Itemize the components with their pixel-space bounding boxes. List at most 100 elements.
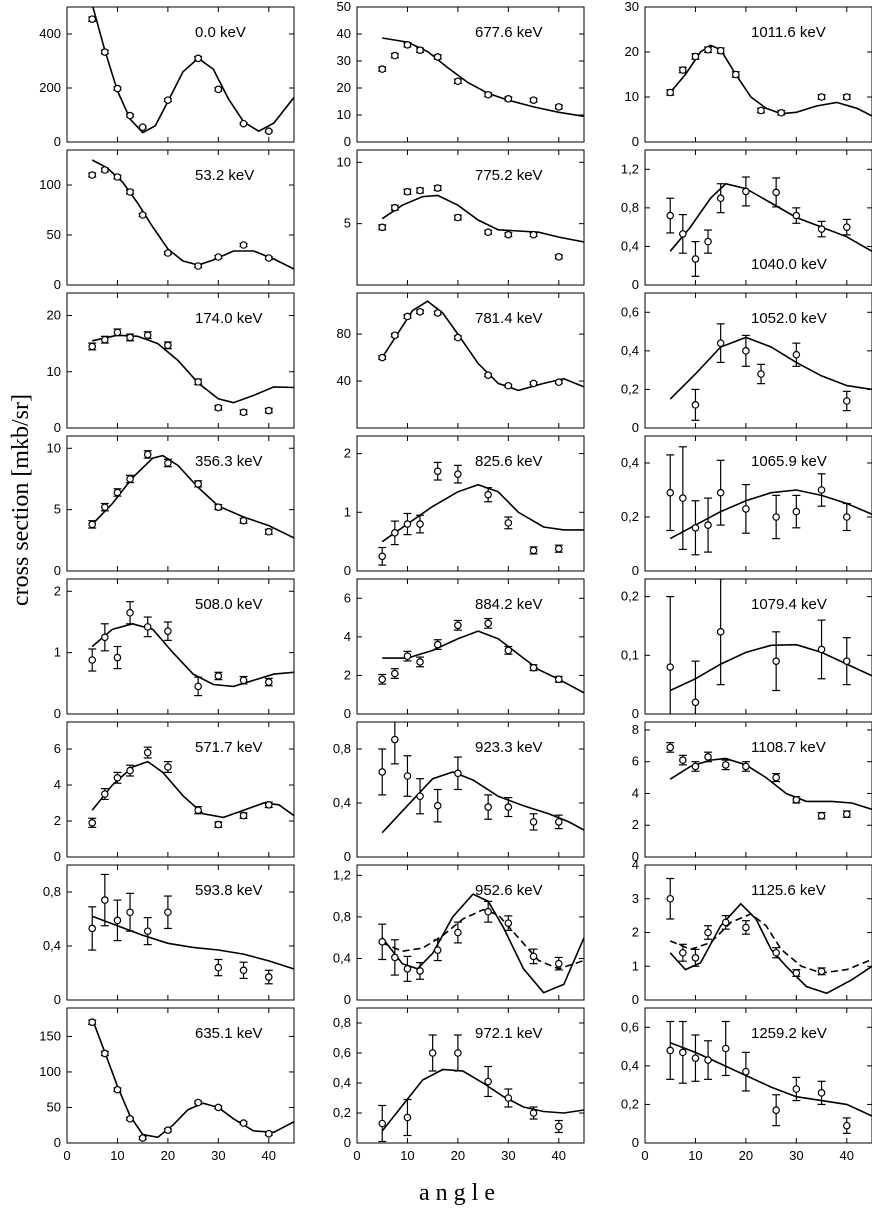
y-tick-label: 0,2 (621, 589, 639, 604)
fit-curve (669, 182, 872, 252)
data-point (554, 1119, 563, 1134)
data-marker (378, 938, 387, 946)
data-point (239, 1119, 248, 1127)
data-point (264, 527, 273, 536)
data-marker (742, 505, 750, 513)
data-marker (772, 657, 780, 665)
fit-curve (669, 336, 872, 400)
data-point (842, 1117, 851, 1134)
data-marker (454, 1049, 462, 1057)
data-point (484, 228, 493, 237)
data-point (214, 85, 223, 94)
data-point (143, 616, 152, 638)
data-marker (138, 1134, 147, 1142)
panel-13: 0 1 2 508.0 keV (54, 578, 295, 721)
data-point (264, 969, 273, 985)
data-point (484, 617, 493, 629)
data-point (678, 943, 687, 962)
panel-10: 0 5 10 356.3 keV (47, 435, 295, 578)
data-point (214, 820, 223, 829)
data-marker (792, 969, 801, 977)
data-marker (716, 628, 725, 636)
data-marker (554, 544, 563, 553)
y-tick-label: 20 (337, 80, 351, 95)
panel-frame (66, 292, 295, 429)
fit-curve (382, 630, 584, 694)
data-marker (772, 948, 780, 957)
data-point (484, 1065, 493, 1098)
data-marker (666, 663, 675, 671)
data-point (792, 342, 801, 367)
data-marker (529, 379, 538, 388)
fit-curve-dashed (669, 912, 872, 974)
fit-curve (669, 44, 872, 117)
data-point (678, 66, 687, 74)
data-marker (817, 811, 826, 820)
data-marker (772, 188, 780, 197)
y-tick-label: 4 (632, 785, 639, 800)
data-point (504, 516, 513, 530)
data-marker (239, 241, 248, 249)
data-point (378, 923, 387, 961)
data-point (721, 1020, 730, 1077)
data-point (403, 512, 412, 536)
y-axis-label: cross section [mkb/sr] (8, 394, 34, 606)
panel-7: 0 10 20 174.0 keV (47, 292, 295, 435)
data-point (126, 188, 135, 196)
data-marker (454, 213, 462, 222)
data-point (704, 925, 713, 940)
data-marker (777, 108, 786, 117)
data-point (433, 939, 442, 962)
data-point (772, 947, 781, 959)
data-point (453, 921, 462, 944)
data-point (842, 637, 851, 686)
y-tick-label: 150 (39, 1028, 61, 1043)
data-marker (691, 523, 700, 532)
data-point (691, 52, 700, 61)
data-marker (666, 894, 675, 903)
data-point (842, 93, 851, 101)
data-point (239, 408, 248, 417)
data-point (817, 1080, 826, 1106)
y-tick-label: 20 (47, 308, 61, 323)
data-marker (113, 916, 122, 925)
data-marker (391, 953, 399, 962)
data-marker (416, 792, 424, 801)
data-point (138, 123, 147, 131)
data-marker (264, 254, 273, 262)
data-point (214, 1103, 223, 1112)
fit-curve (381, 194, 584, 243)
data-point (792, 796, 801, 804)
data-point (390, 520, 399, 546)
data-point (143, 331, 152, 340)
data-marker (164, 341, 172, 350)
data-marker (101, 166, 109, 174)
data-marker (194, 378, 202, 386)
data-marker (842, 513, 851, 521)
data-point (138, 1134, 147, 1142)
data-point (772, 631, 781, 692)
data-marker (214, 672, 223, 680)
data-marker (214, 253, 223, 261)
data-point (100, 1049, 109, 1058)
data-point (100, 166, 109, 174)
data-marker (378, 353, 387, 362)
data-marker (529, 96, 538, 104)
data-marker (454, 470, 462, 478)
y-tick-label: 0,8 (333, 909, 351, 924)
data-point (390, 51, 399, 60)
y-tick-label: 5 (344, 216, 351, 231)
data-point (529, 1106, 538, 1120)
data-point (378, 65, 387, 73)
data-marker (264, 973, 273, 981)
data-marker (113, 173, 122, 181)
data-point (88, 648, 97, 672)
data-point (88, 342, 97, 351)
x-tick-label: 40 (262, 1148, 276, 1163)
y-tick-label: 0,2 (333, 1105, 351, 1120)
x-tick-label: 10 (110, 1148, 124, 1163)
data-point (88, 906, 97, 951)
data-marker (792, 796, 801, 804)
data-point (772, 494, 781, 540)
y-tick-label: 5 (54, 502, 61, 517)
